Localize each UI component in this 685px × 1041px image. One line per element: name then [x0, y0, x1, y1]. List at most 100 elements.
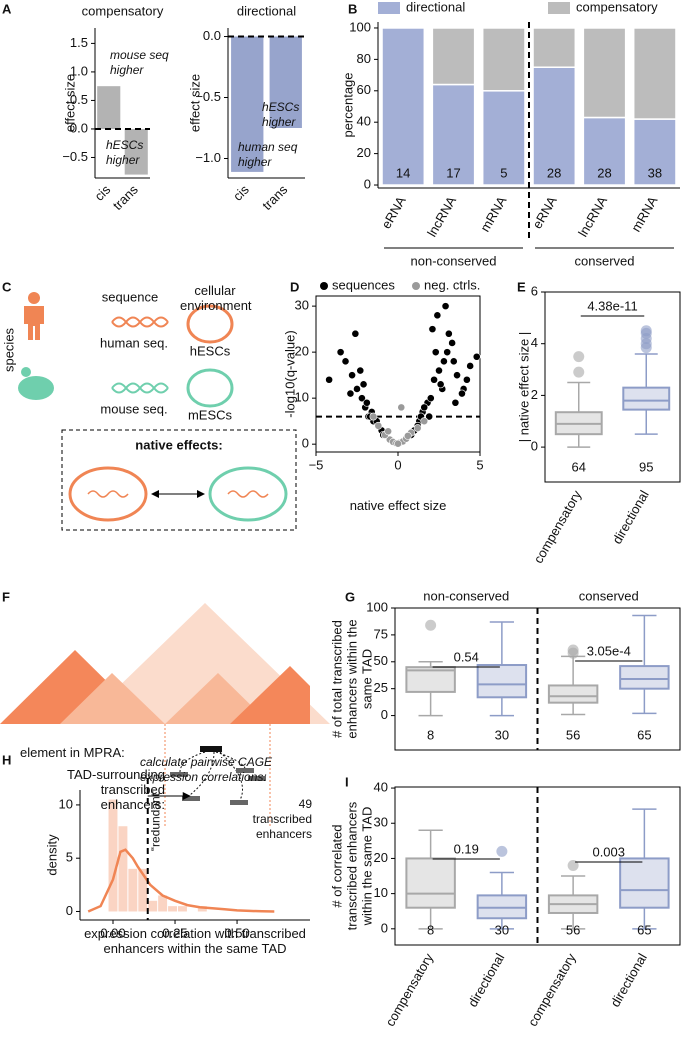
y-axis-label: | native effect size |: [516, 331, 532, 443]
x-tick-label: cis: [230, 182, 252, 204]
box: [405, 857, 456, 909]
point: [431, 348, 440, 357]
y-tick-label: 40: [374, 779, 388, 794]
y-tick-label: −0.5: [62, 149, 88, 164]
x-tick-label: mRNA: [477, 193, 509, 234]
point: [369, 412, 378, 421]
point: [341, 357, 350, 366]
flier: [573, 351, 585, 363]
bar-segment: [431, 27, 476, 86]
label: hESCs: [190, 343, 231, 358]
x-tick-label: directional: [609, 488, 652, 547]
y-tick-label: 20: [295, 344, 309, 359]
count-label: 56: [566, 922, 580, 937]
point: [394, 439, 402, 448]
cell-icon: [208, 466, 288, 522]
count-label: 14: [396, 165, 410, 180]
native-box: [61, 429, 297, 531]
x-tick-label: lncRNA: [575, 193, 610, 239]
count-label: 64: [572, 459, 586, 474]
link: [179, 751, 246, 801]
flier: [567, 859, 579, 871]
point: [462, 375, 471, 384]
x-tick-label: 0.25: [162, 925, 187, 940]
point: [436, 380, 445, 389]
point: [403, 431, 412, 440]
y-tick-label: 60: [357, 82, 371, 97]
dna-icon: [87, 490, 129, 498]
count-label: 30: [495, 727, 509, 742]
label: element in MPRA:: [20, 745, 125, 760]
x-tick-label: compensatory: [531, 487, 585, 566]
legend-swatch: [548, 2, 570, 14]
flier: [425, 619, 437, 631]
point: [346, 389, 355, 398]
y-axis-label: # of total transcribed enhancers within …: [329, 619, 375, 739]
bar-segment: [481, 27, 526, 92]
y-axis-label: effect size: [62, 73, 78, 133]
label: TAD-surrounding transcribed enhancers:: [66, 767, 165, 812]
y-tick-label: 20: [374, 850, 388, 865]
panel-label: D: [290, 279, 299, 294]
human-icon: [24, 306, 44, 340]
point: [356, 366, 365, 375]
y-tick-label: 0: [531, 439, 538, 454]
panel-label: H: [2, 752, 11, 767]
point: [425, 412, 434, 421]
count-label: 5: [500, 165, 507, 180]
y-tick-label: 20: [357, 145, 371, 160]
panel-label: A: [2, 1, 12, 16]
point: [433, 311, 442, 320]
hist-bar: [108, 799, 118, 912]
bar-segment: [481, 90, 526, 186]
y-tick-label: 75: [374, 626, 388, 641]
count-label: 95: [639, 459, 653, 474]
y-tick-label: 1.5: [70, 35, 88, 50]
x-tick-label: directional: [607, 951, 650, 1010]
y-axis-label: density: [44, 834, 60, 876]
point: [351, 329, 360, 338]
x-tick-label: trans: [259, 182, 290, 213]
legend-marker: [320, 282, 328, 290]
p-value: 4.38e-11: [587, 298, 637, 313]
point: [440, 357, 448, 366]
box: [547, 684, 599, 704]
panel-label: B: [348, 1, 357, 16]
count-label: 8: [427, 727, 434, 742]
point: [325, 375, 334, 384]
bar: [269, 36, 302, 128]
box: [619, 857, 670, 909]
y-tick-label: 0: [381, 707, 388, 722]
point: [420, 417, 429, 426]
point: [374, 421, 383, 430]
legend-marker: [412, 282, 420, 290]
diagram-c: sequence human seq. hESCs mouse seq. mES…: [1, 289, 297, 531]
hist-bar: [128, 868, 138, 912]
point: [336, 348, 345, 357]
cell-icon: [186, 368, 234, 408]
plot-frame: [544, 291, 681, 483]
bar: [124, 128, 148, 175]
point: [472, 352, 481, 361]
y-tick-label: 40: [357, 114, 371, 129]
legend-label: neg. ctrls.: [424, 277, 480, 292]
hist-bar: [158, 895, 168, 912]
box: [622, 386, 671, 411]
y-tick-label: 25: [374, 680, 388, 695]
x-tick-label: −5: [309, 457, 324, 472]
count-label: 56: [566, 727, 580, 742]
x-tick-label: lncRNA: [424, 193, 459, 239]
legend-swatch: [378, 2, 400, 14]
x-tick-label: compensatory: [525, 950, 579, 1029]
annotation: hESCs higher: [262, 100, 300, 129]
x-tick-label: directional: [465, 951, 508, 1010]
point: [435, 366, 443, 375]
chart-title: compensatory: [82, 3, 164, 18]
y-tick-label: 2: [531, 387, 538, 402]
x-axis-label: expression correlation with transcribed …: [84, 926, 306, 956]
point: [448, 339, 457, 347]
annotation: hESCs higher: [106, 138, 144, 167]
hist-bar: [148, 900, 158, 912]
group-label: conserved: [575, 253, 635, 268]
